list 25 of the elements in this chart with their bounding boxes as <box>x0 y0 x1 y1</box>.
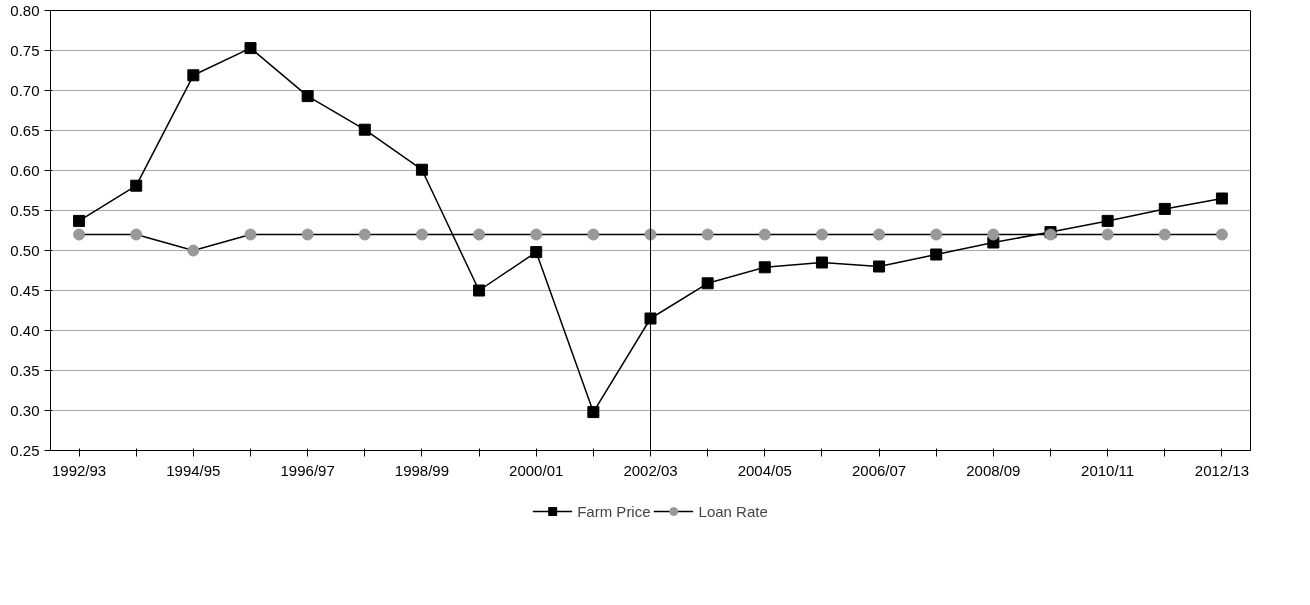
x-tick-label: 2002/03 <box>623 461 678 479</box>
x-tick-label: 1996/97 <box>280 461 335 479</box>
y-tick-label: 0.60 <box>10 161 40 179</box>
y-tick-label: 0.55 <box>10 201 40 219</box>
y-tick-label: 0.65 <box>10 121 40 139</box>
x-tick-label: 1992/93 <box>51 461 107 479</box>
x-tick-label: 2000/01 <box>509 461 564 479</box>
x-tick-label: 2006/07 <box>851 461 907 479</box>
y-tick-label: 0.70 <box>10 81 40 99</box>
y-tick-label: 0.80 <box>10 1 40 19</box>
x-tick-label: 2012/13 <box>1194 461 1250 479</box>
x-tick-label: 2010/11 <box>1081 461 1135 479</box>
y-tick-label: 0.75 <box>10 41 40 59</box>
x-tick-label: 2008/09 <box>966 461 1021 479</box>
y-tick-label: 0.50 <box>10 241 40 259</box>
legend-label: Farm Price <box>577 502 651 520</box>
y-tick-label: 0.35 <box>10 361 40 379</box>
y-tick-label: 0.25 <box>10 441 40 459</box>
x-tick-label: 2004/05 <box>737 461 792 479</box>
x-tick-label: 1994/95 <box>166 461 221 479</box>
legend-label: Loan Rate <box>698 502 768 520</box>
y-tick-label: 0.40 <box>10 321 40 339</box>
y-tick-label: 0.30 <box>10 401 40 419</box>
x-tick-label: 1998/99 <box>394 461 450 479</box>
y-tick-label: 0.45 <box>10 281 40 299</box>
